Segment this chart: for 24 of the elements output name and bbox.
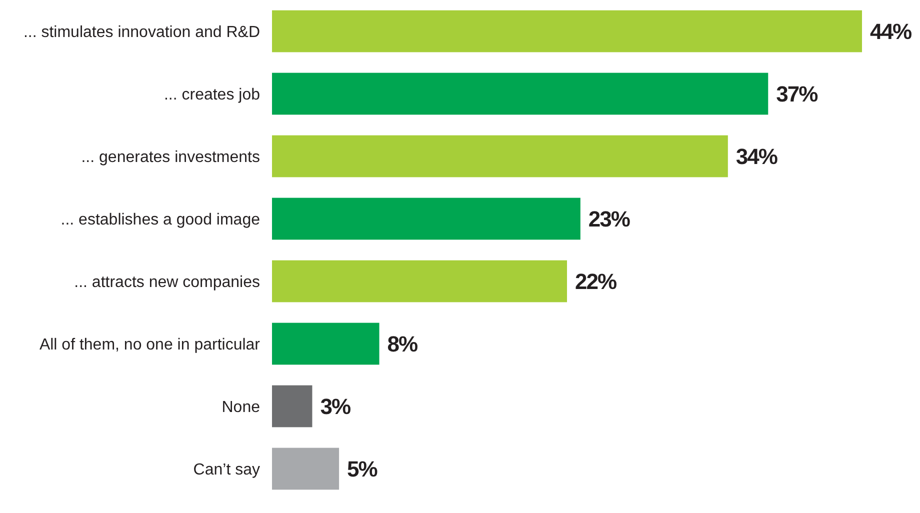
y-tick-label: ... generates investments xyxy=(81,148,260,166)
data-label: 22% xyxy=(575,268,616,294)
bar xyxy=(272,135,728,178)
bar xyxy=(272,260,567,302)
bar xyxy=(272,448,340,490)
data-label: 5% xyxy=(347,456,378,482)
y-tick-label: ... creates job xyxy=(164,86,260,104)
data-label: 23% xyxy=(588,206,630,232)
data-label: 8% xyxy=(387,331,418,356)
data-label: 37% xyxy=(776,81,818,106)
data-label: 3% xyxy=(320,394,350,419)
y-tick-label: None xyxy=(222,398,260,416)
data-label: 44% xyxy=(870,18,912,44)
y-tick-label: Can’t say xyxy=(193,461,260,478)
bar xyxy=(272,10,862,52)
data-label: 34% xyxy=(736,144,778,169)
y-tick-label: ... stimulates innovation and R&D xyxy=(23,24,260,41)
y-tick-label: ... establishes a good image xyxy=(60,211,260,228)
bar xyxy=(272,322,380,365)
y-tick-label: All of them, no one in particular xyxy=(39,336,261,354)
bar xyxy=(272,198,580,240)
bar xyxy=(272,385,312,428)
bar xyxy=(272,72,768,115)
y-tick-label: ... attracts new companies xyxy=(74,274,260,291)
